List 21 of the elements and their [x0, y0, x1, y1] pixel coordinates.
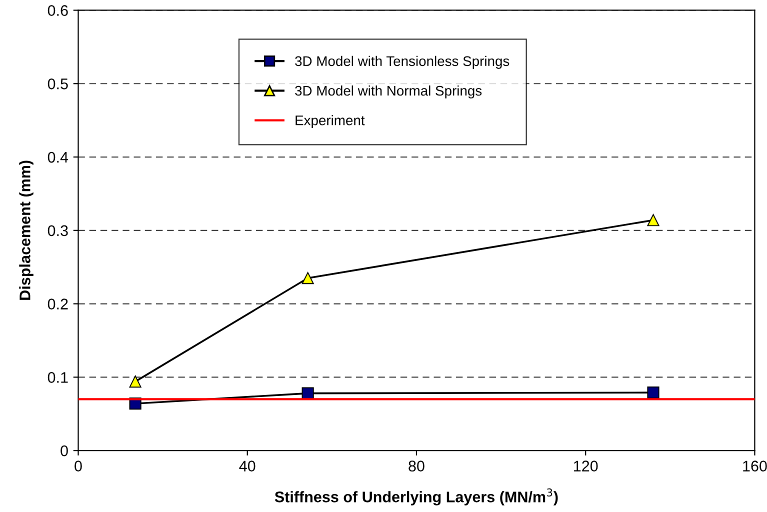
point — [647, 214, 660, 226]
point — [129, 376, 142, 388]
y-tick-label: 0 — [60, 445, 68, 456]
point — [647, 386, 660, 399]
legend-label: 3D Model with Tensionless Springs — [295, 56, 510, 69]
legend-label: Experiment — [296, 115, 365, 128]
y-tick-label: 0.6 — [48, 5, 68, 16]
x-tick-label: 160 — [743, 460, 767, 472]
x-tick-label: 120 — [574, 460, 598, 472]
x-axis-title: Stiffness of Underlying Layers (MN/m$^{3}$) — [274, 488, 558, 506]
x-tick-label: 80 — [408, 460, 424, 472]
y-axis-title: Displacement (mm) — [19, 160, 34, 300]
x-tick-label: 40 — [239, 460, 256, 472]
y-tick-label: 0.5 — [48, 78, 68, 90]
y-tick-label: 0.1 — [48, 372, 68, 383]
y-tick-label: 0.3 — [48, 225, 68, 236]
legend-label: 3D Model with Normal Springs — [295, 85, 482, 98]
point — [302, 272, 314, 284]
y-tick-label: 0.4 — [48, 152, 68, 163]
y-tick-label: 0.2 — [48, 298, 68, 310]
x-tick-label: 0 — [74, 460, 82, 472]
